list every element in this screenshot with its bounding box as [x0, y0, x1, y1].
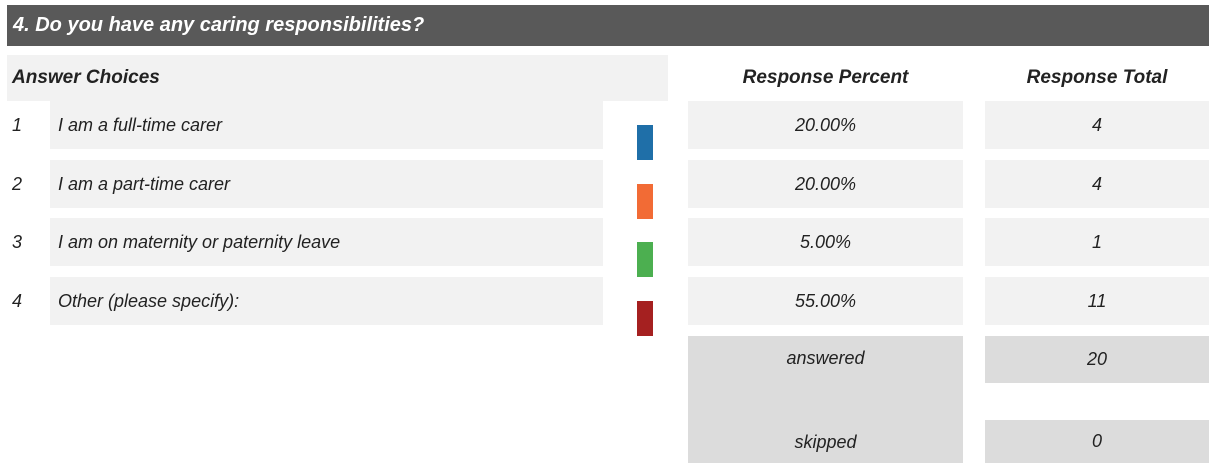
response-percent: 20.00%	[688, 101, 963, 149]
answer-label: I am a part-time carer	[50, 160, 603, 208]
header-response-percent: Response Percent	[742, 67, 909, 88]
color-swatch	[637, 125, 653, 160]
question-title: 4. Do you have any caring responsibiliti…	[7, 5, 1209, 46]
response-total: 4	[985, 101, 1209, 149]
response-total: 4	[985, 160, 1209, 208]
row-number: 3	[12, 231, 23, 252]
answer-label: I am on maternity or paternity leave	[50, 218, 603, 266]
summary-label: answered	[786, 348, 865, 368]
row-number: 2	[12, 173, 23, 194]
response-total: 1	[985, 218, 1209, 266]
response-percent: 55.00%	[688, 277, 963, 325]
summary-block	[688, 336, 963, 463]
color-swatch	[637, 184, 653, 219]
color-swatch	[637, 242, 653, 277]
answer-label: I am a full-time carer	[50, 101, 603, 149]
color-swatch	[637, 301, 653, 336]
summary-value: 0	[985, 420, 1209, 463]
response-total: 11	[985, 277, 1209, 325]
header-response-total: Response Total	[1026, 67, 1168, 88]
row-number: 4	[12, 290, 23, 311]
answer-label: Other (please specify):	[50, 277, 603, 325]
response-percent: 5.00%	[688, 218, 963, 266]
summary-label: skipped	[794, 432, 857, 452]
response-percent: 20.00%	[688, 160, 963, 208]
summary-value: 20	[985, 336, 1209, 383]
row-number: 1	[12, 114, 23, 135]
header-answer-choices: Answer Choices	[7, 55, 668, 101]
